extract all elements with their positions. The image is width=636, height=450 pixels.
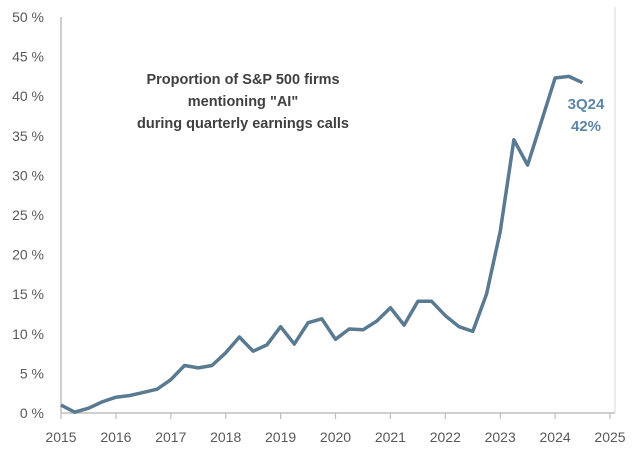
x-tick-label: 2024 — [540, 429, 571, 445]
y-tick-label: 20 % — [12, 247, 44, 263]
x-tick-label: 2016 — [100, 429, 131, 445]
y-tick-label: 25 % — [12, 207, 44, 223]
y-tick-label: 50 % — [12, 9, 44, 25]
x-tick-label: 2015 — [45, 429, 76, 445]
annotation-value: 42% — [571, 118, 601, 135]
y-tick-label: 5 % — [20, 365, 44, 381]
x-tick-label: 2022 — [430, 429, 461, 445]
x-tick-label: 2020 — [320, 429, 351, 445]
chart-title-line-1: Proportion of S&P 500 firms — [146, 72, 339, 88]
chart-title-line-3: during quarterly earnings calls — [137, 116, 349, 132]
y-tick-label: 45 % — [12, 49, 44, 65]
x-tick-label: 2017 — [155, 429, 186, 445]
x-tick-label: 2021 — [375, 429, 406, 445]
y-tick-label: 15 % — [12, 286, 44, 302]
y-tick-label: 10 % — [12, 326, 44, 342]
x-tick-label: 2018 — [210, 429, 241, 445]
y-tick-label: 40 % — [12, 88, 44, 104]
x-tick-label: 2019 — [265, 429, 296, 445]
annotation-quarter: 3Q24 — [568, 96, 605, 113]
y-tick-label: 30 % — [12, 167, 44, 183]
chart-title-line-2: mentioning "AI" — [188, 94, 298, 110]
x-tick-label: 2025 — [594, 429, 625, 445]
x-tick-label: 2023 — [485, 429, 516, 445]
y-tick-label: 35 % — [12, 128, 44, 144]
y-tick-label: 0 % — [20, 405, 44, 421]
